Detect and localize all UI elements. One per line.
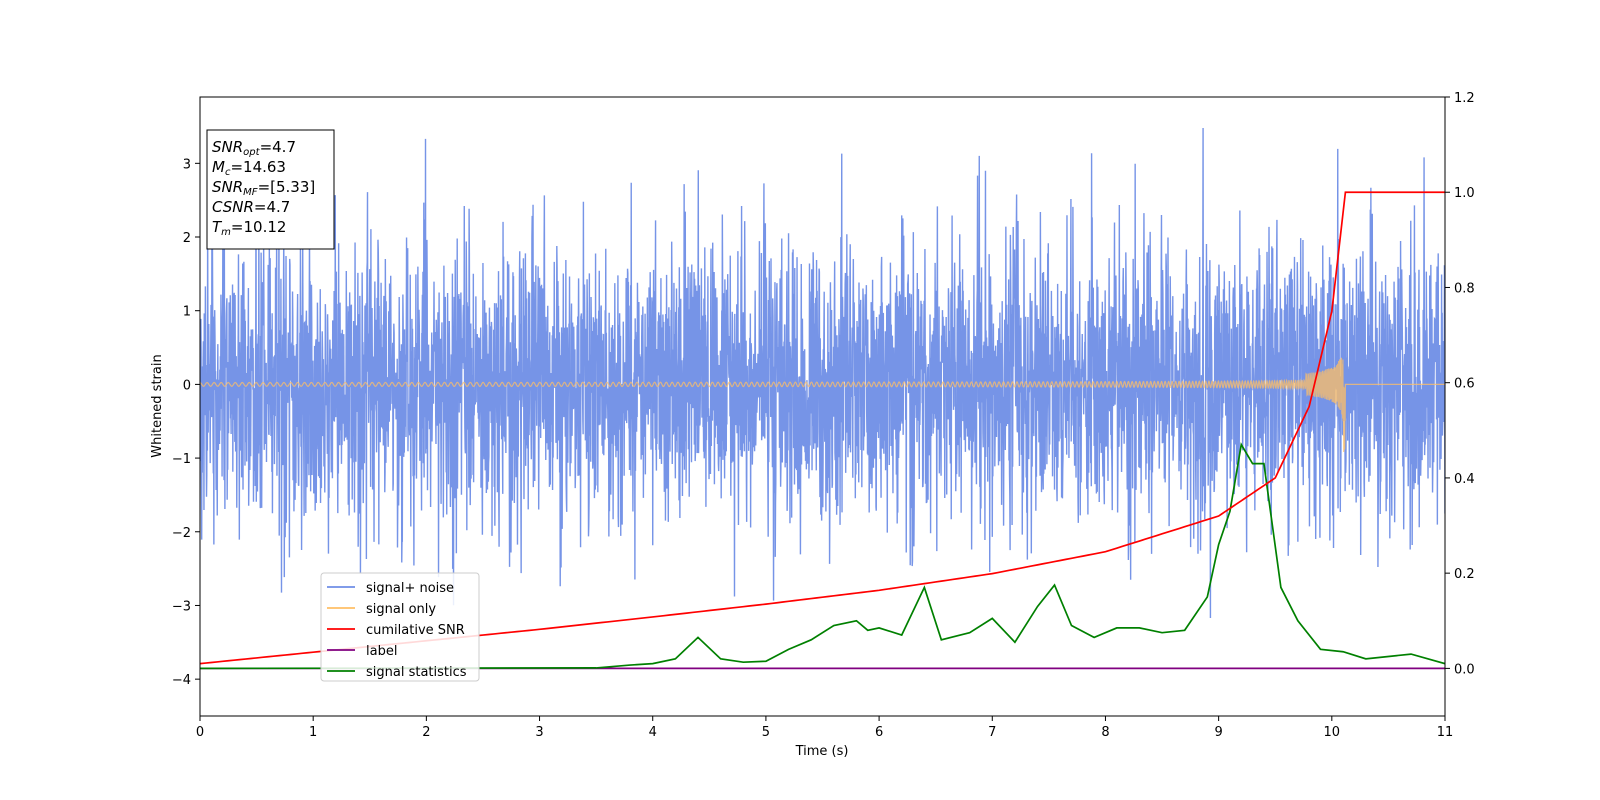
y-left-tick-label: 2 [183, 231, 191, 246]
x-tick-label: 2 [422, 725, 430, 740]
series-signal-statistics-line [200, 442, 1445, 670]
annotation-line-snr-mf: SNRMF=[5.33] [212, 178, 315, 198]
series-signal-only-layer [200, 357, 1445, 453]
legend-label-label: label [366, 644, 397, 659]
legend-frame [320, 572, 480, 682]
annotation-subscript: MF [243, 187, 258, 198]
annotation-line-m-c: Mc=14.63 [212, 158, 286, 178]
x-tick-label: 5 [762, 725, 770, 740]
x-tick-label: 7 [988, 725, 996, 740]
annotation-symbol: CSNR [212, 198, 254, 216]
y-left-tick-label: −2 [172, 526, 191, 541]
annotation-symbol: T [212, 218, 223, 236]
y-axis-right: 1.2 1.0 0.8 0.6 0.4 0.2 0.0 [1445, 91, 1475, 677]
annotation-line-t-m: Tm=10.12 [212, 218, 286, 238]
parameter-annotation-box: SNRopt=4.7Mc=14.63SNRMF=[5.33]CSNR=4.7Tm… [206, 129, 335, 250]
x-axis: 0 1 2 3 4 5 6 7 8 9 10 11 [196, 716, 1453, 740]
annotation-subscript: c [225, 167, 231, 178]
x-tick-label: 6 [875, 725, 883, 740]
x-tick-label: 8 [1101, 725, 1109, 740]
y-right-tick-label: 0.6 [1454, 377, 1475, 392]
annotation-value: =4.7 [254, 198, 290, 216]
y-left-tick-label: 1 [183, 305, 191, 320]
y-axis-left: 3 2 1 0 −1 −2 −3 −4 [172, 157, 200, 688]
plot-frame [199, 96, 1446, 717]
x-tick-label: 3 [535, 725, 543, 740]
y-left-tick-label: 0 [183, 378, 191, 393]
x-axis-label: Time (s) [795, 744, 849, 759]
annotation-value: =[5.33] [258, 178, 316, 196]
annotation-frame [206, 129, 335, 250]
y-right-tick-label: 1.2 [1454, 91, 1475, 106]
y-right-tick-label: 0.2 [1454, 567, 1475, 582]
annotation-value: =4.7 [260, 138, 296, 156]
y-right-tick-label: 1.0 [1454, 186, 1475, 201]
y-left-tick-label: −4 [172, 673, 191, 688]
series-signal-only-line [200, 357, 1445, 453]
legend-label-cumilative-snr: cumilative SNR [366, 623, 465, 638]
annotation-symbol: SNR [212, 138, 243, 156]
annotation-subscript: m [221, 227, 231, 238]
annotation-subscript: opt [243, 147, 260, 158]
y-left-tick-label: −3 [172, 599, 191, 614]
legend: signal+ noise signal only cumilative SNR la… [320, 572, 480, 682]
x-tick-label: 11 [1437, 725, 1454, 740]
annotation-value: =10.12 [231, 218, 287, 236]
y-axis-label: Whitened strain [150, 354, 165, 457]
legend-label-signal-statistics: signal statistics [366, 665, 467, 680]
y-right-tick-label: 0.4 [1454, 472, 1475, 487]
x-tick-label: 10 [1324, 725, 1341, 740]
annotation-line-csnr: CSNR=4.7 [212, 198, 290, 216]
annotation-line-snr-opt: SNRopt=4.7 [212, 138, 296, 158]
legend-label-signal-noise: signal+ noise [366, 581, 454, 596]
x-tick-label: 0 [196, 725, 204, 740]
annotation-symbol: M [212, 158, 225, 176]
x-tick-label: 9 [1214, 725, 1222, 740]
y-left-tick-label: −1 [172, 452, 191, 467]
y-right-tick-label: 0.8 [1454, 281, 1475, 296]
y-left-tick-label: 3 [183, 157, 191, 172]
legend-label-signal-only: signal only [366, 602, 436, 617]
y-right-tick-label: 0.0 [1454, 662, 1475, 677]
annotation-symbol: SNR [212, 178, 243, 196]
x-tick-label: 1 [309, 725, 317, 740]
annotation-value: =14.63 [230, 158, 286, 176]
x-tick-label: 4 [649, 725, 657, 740]
